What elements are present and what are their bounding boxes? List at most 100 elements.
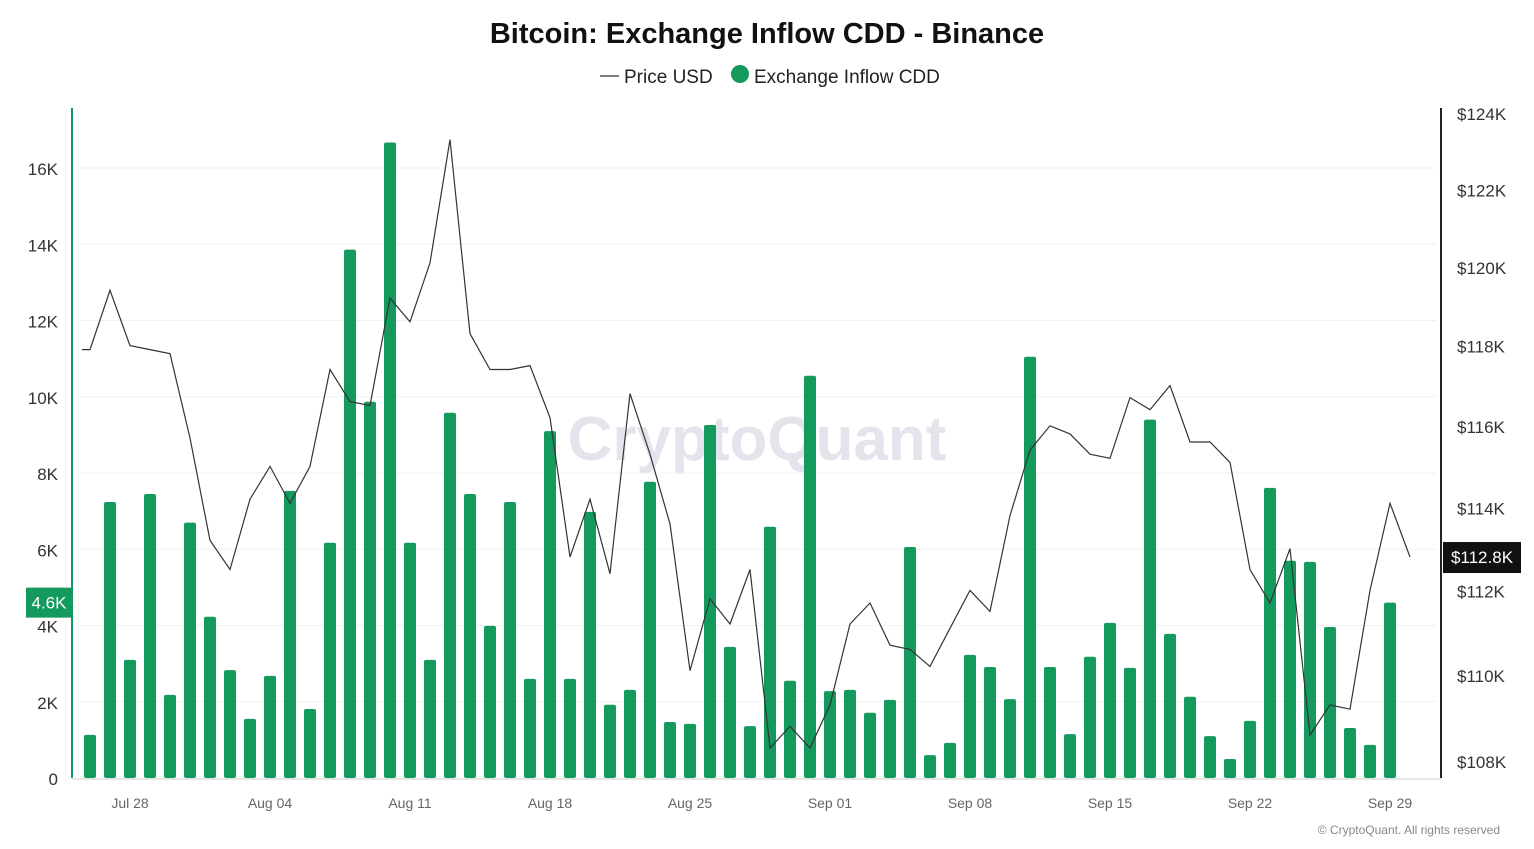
cdd-bar[interactable] bbox=[904, 546, 916, 778]
cdd-bar[interactable] bbox=[424, 659, 436, 778]
cdd-bar[interactable] bbox=[324, 542, 336, 778]
cdd-bar[interactable] bbox=[724, 646, 736, 778]
cdd-bar[interactable] bbox=[484, 625, 496, 778]
right-tick-label: $112K bbox=[1457, 582, 1506, 601]
cdd-bar[interactable] bbox=[344, 249, 356, 778]
cdd-bar[interactable] bbox=[1304, 561, 1316, 778]
cdd-bar[interactable] bbox=[1104, 622, 1116, 778]
left-current-value-badge: 4.6K bbox=[26, 587, 72, 618]
cdd-bar[interactable] bbox=[224, 670, 236, 778]
cdd-bar[interactable] bbox=[144, 493, 156, 778]
cdd-bar[interactable] bbox=[1124, 667, 1136, 778]
cdd-bar[interactable] bbox=[84, 734, 96, 778]
cdd-bar[interactable] bbox=[744, 726, 756, 778]
cdd-bar[interactable] bbox=[604, 704, 616, 778]
left-tick-label: 10K bbox=[28, 389, 59, 408]
cdd-bar[interactable] bbox=[184, 522, 196, 778]
cdd-bar[interactable] bbox=[544, 431, 556, 778]
left-tick-label: 12K bbox=[28, 313, 59, 332]
cdd-bar[interactable] bbox=[1044, 667, 1056, 778]
cdd-bar[interactable] bbox=[1164, 633, 1176, 778]
right-tick-label: $120K bbox=[1457, 259, 1507, 278]
cdd-bar[interactable] bbox=[1284, 560, 1296, 778]
cdd-bar[interactable] bbox=[1184, 696, 1196, 778]
left-tick-label: 16K bbox=[28, 160, 59, 179]
cdd-bar[interactable] bbox=[384, 142, 396, 779]
right-tick-label: $124K bbox=[1457, 105, 1507, 124]
right-tick-label: $114K bbox=[1457, 499, 1506, 518]
x-tick-label: Aug 18 bbox=[528, 795, 573, 811]
cdd-bar[interactable] bbox=[1144, 419, 1156, 778]
cdd-bar[interactable] bbox=[364, 401, 376, 778]
legend-cdd-label[interactable]: Exchange Inflow CDD bbox=[754, 67, 940, 88]
cdd-bar[interactable] bbox=[924, 755, 936, 778]
cdd-bar[interactable] bbox=[644, 481, 656, 778]
price-line bbox=[82, 139, 1411, 750]
cdd-bar[interactable] bbox=[624, 689, 636, 778]
cdd-bar[interactable] bbox=[264, 675, 276, 778]
cdd-bar[interactable] bbox=[1344, 728, 1356, 778]
left-tick-label: 0 bbox=[49, 770, 58, 789]
x-tick-label: Aug 11 bbox=[388, 795, 432, 811]
cdd-bar[interactable] bbox=[884, 699, 896, 778]
right-current-value-badge: $112.8K bbox=[1443, 542, 1521, 574]
cdd-bar[interactable] bbox=[524, 678, 536, 778]
cdd-bar[interactable] bbox=[464, 493, 476, 778]
legend-cdd-dot-icon bbox=[731, 65, 749, 83]
cdd-bar[interactable] bbox=[104, 501, 116, 778]
cdd-bar[interactable] bbox=[764, 526, 776, 778]
legend-price-label[interactable]: Price USD bbox=[624, 67, 713, 88]
cdd-bar[interactable] bbox=[784, 680, 796, 778]
cdd-bar[interactable] bbox=[244, 718, 256, 778]
x-tick-label: Aug 04 bbox=[248, 795, 293, 811]
x-tick-label: Sep 29 bbox=[1368, 795, 1413, 811]
cdd-bar[interactable] bbox=[1264, 487, 1276, 778]
cdd-bar[interactable] bbox=[684, 723, 696, 778]
cdd-bar[interactable] bbox=[864, 712, 876, 778]
cdd-bar[interactable] bbox=[1384, 602, 1396, 778]
cdd-bar[interactable] bbox=[564, 678, 576, 778]
cdd-bar[interactable] bbox=[404, 542, 416, 778]
cdd-bar[interactable] bbox=[704, 424, 716, 778]
left-tick-label: 4K bbox=[37, 618, 58, 637]
cdd-bar[interactable] bbox=[284, 490, 296, 778]
cdd-bar[interactable] bbox=[1244, 720, 1256, 778]
x-tick-label: Sep 22 bbox=[1228, 795, 1273, 811]
right-tick-label: $116K bbox=[1457, 418, 1506, 437]
gridlines bbox=[78, 167, 1436, 703]
cdd-bar[interactable] bbox=[1004, 699, 1016, 778]
cdd-bar[interactable] bbox=[984, 667, 996, 778]
right-current-value: $112.8K bbox=[1451, 548, 1514, 567]
cdd-bar[interactable] bbox=[944, 742, 956, 778]
cdd-bar[interactable] bbox=[204, 616, 216, 778]
x-tick-label: Sep 01 bbox=[808, 795, 853, 811]
cdd-bar[interactable] bbox=[804, 375, 816, 778]
cdd-bar[interactable] bbox=[664, 721, 676, 778]
copyright: © CryptoQuant. All rights reserved bbox=[1318, 823, 1500, 837]
x-tick-label: Aug 25 bbox=[668, 795, 713, 811]
cdd-bar[interactable] bbox=[844, 689, 856, 778]
right-tick-label: $110K bbox=[1457, 667, 1506, 686]
x-tick-label: Jul 28 bbox=[111, 795, 149, 811]
cdd-bar[interactable] bbox=[124, 659, 136, 778]
cdd-bar[interactable] bbox=[824, 691, 836, 778]
cdd-bar[interactable] bbox=[1064, 734, 1076, 778]
cdd-bar[interactable] bbox=[1324, 627, 1336, 778]
cdd-bar[interactable] bbox=[1224, 758, 1236, 778]
cdd-bar[interactable] bbox=[1364, 744, 1376, 778]
cdd-bar[interactable] bbox=[1204, 736, 1216, 778]
left-tick-label: 8K bbox=[37, 465, 58, 484]
cdd-bar[interactable] bbox=[1024, 356, 1036, 778]
cdd-bar[interactable] bbox=[504, 501, 516, 778]
chart-title: Bitcoin: Exchange Inflow CDD - Binance bbox=[490, 18, 1044, 50]
cdd-bar[interactable] bbox=[1084, 656, 1096, 778]
cdd-bar[interactable] bbox=[584, 511, 596, 778]
cdd-bar[interactable] bbox=[164, 694, 176, 778]
legend[interactable]: Price USD Exchange Inflow CDD bbox=[600, 65, 940, 88]
cdd-bar[interactable] bbox=[444, 412, 456, 778]
cdd-bar[interactable] bbox=[304, 708, 316, 778]
left-tick-label: 14K bbox=[28, 236, 59, 255]
left-tick-label: 6K bbox=[37, 541, 58, 560]
cdd-bar[interactable] bbox=[964, 654, 976, 778]
